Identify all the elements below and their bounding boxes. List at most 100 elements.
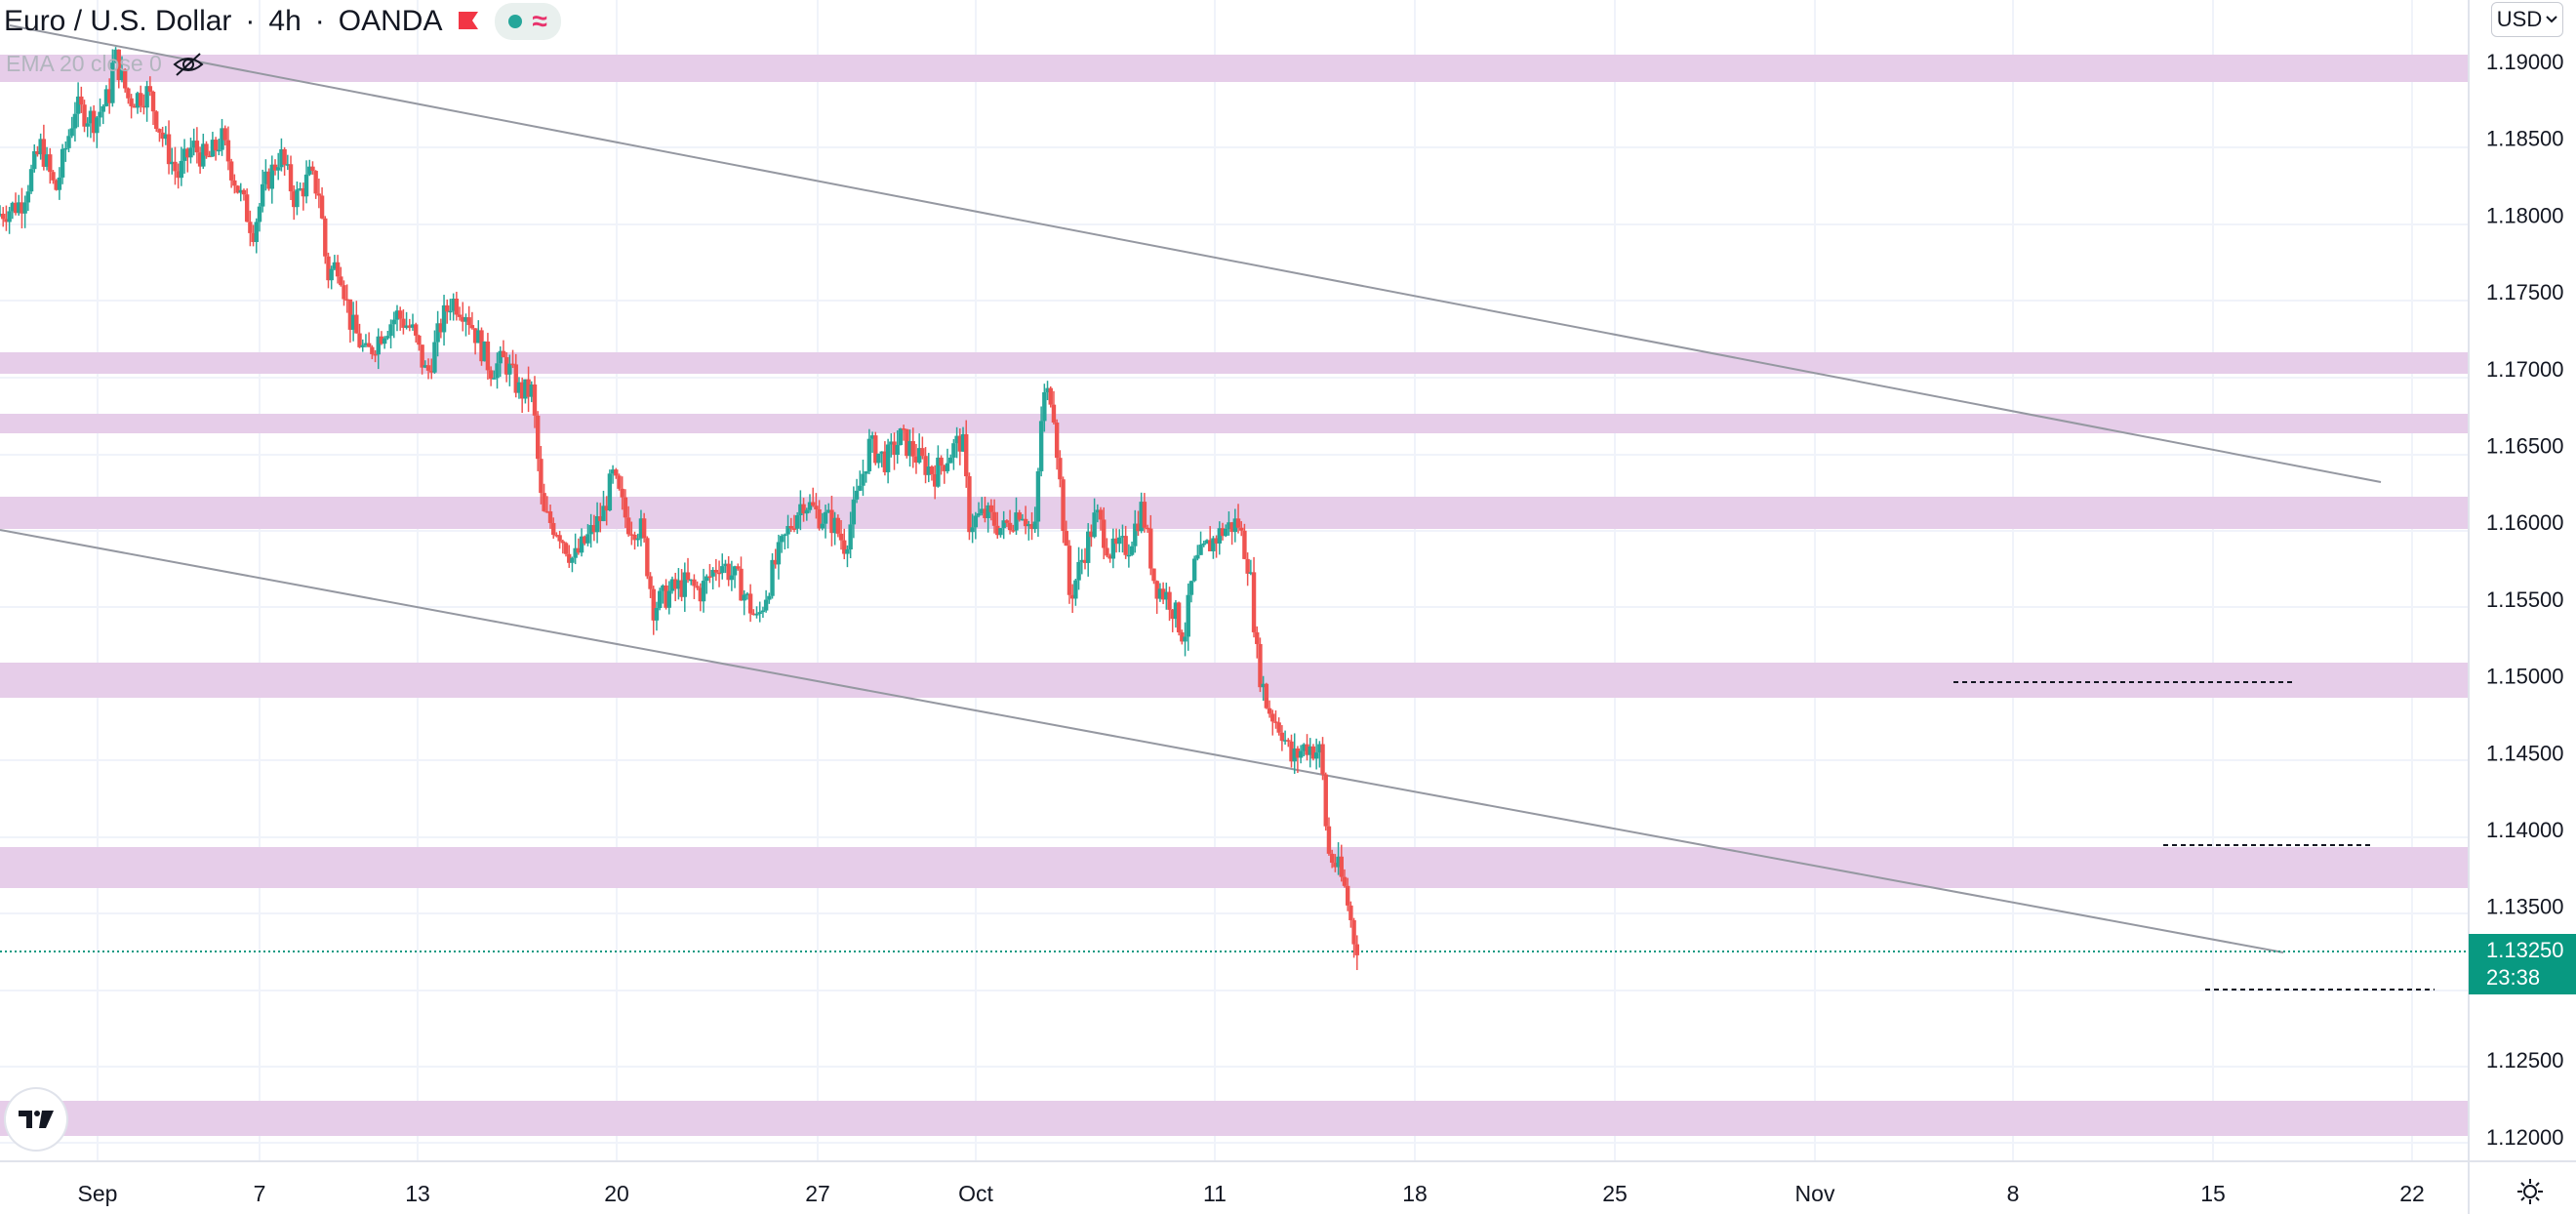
interval-label[interactable]: 4h	[268, 5, 302, 37]
candle-down	[501, 350, 506, 358]
candle-down	[1270, 713, 1275, 722]
candle-up	[1035, 470, 1041, 522]
candle-down	[1167, 591, 1172, 610]
candle-up	[767, 595, 772, 600]
candle-down	[923, 456, 928, 475]
candle-up	[570, 557, 575, 563]
candle-down	[79, 96, 84, 105]
indicator-legend[interactable]: EMA 20 close 0	[6, 51, 205, 77]
candle-down	[91, 110, 97, 134]
candle-down	[547, 510, 553, 523]
candle-up	[529, 384, 534, 397]
candle-up	[1173, 602, 1179, 620]
trend-channel[interactable]	[0, 24, 2382, 953]
candle-up	[1217, 528, 1222, 544]
zone-7	[0, 1101, 2469, 1136]
candle-down	[623, 497, 628, 518]
eye-hidden-icon[interactable]	[172, 52, 205, 77]
candle-down	[1354, 944, 1359, 955]
candle-down	[466, 317, 471, 326]
candle-up	[404, 325, 409, 328]
candle-down	[35, 150, 40, 155]
candle-down	[801, 504, 806, 514]
time-tick-label: Nov	[1795, 1181, 1835, 1206]
candle-up	[98, 111, 102, 118]
candle-down	[513, 364, 518, 393]
candle-up	[516, 382, 522, 393]
candle-up	[594, 515, 600, 533]
candle-down	[173, 161, 178, 172]
candle-down	[1267, 708, 1272, 714]
candle-down	[228, 161, 234, 181]
candle-down	[503, 357, 509, 375]
candle-up	[135, 93, 141, 108]
broker-label[interactable]: OANDA	[338, 5, 443, 37]
candle-up	[729, 575, 735, 581]
currency-button[interactable]: USD	[2491, 2, 2563, 37]
market-status-pill[interactable]: ≈	[495, 3, 561, 40]
candle-up	[210, 140, 216, 157]
candle-down	[20, 202, 24, 214]
price-tick-label: 1.18500	[2486, 127, 2564, 151]
candle-down	[1148, 528, 1153, 569]
candle-down	[232, 180, 237, 186]
candle-down	[995, 525, 1000, 536]
tradingview-logo-icon[interactable]	[6, 1089, 66, 1150]
candle-up	[845, 549, 850, 554]
candle-down	[1069, 594, 1075, 599]
candle-up	[385, 336, 390, 339]
candle-up	[742, 594, 746, 601]
candle-down	[988, 505, 994, 512]
candle-down	[1145, 527, 1150, 530]
candle-down	[695, 586, 700, 588]
candle-up	[1076, 561, 1081, 581]
time-tick-label: 22	[2399, 1181, 2425, 1206]
candle-down	[1273, 721, 1278, 723]
candle-down	[713, 569, 719, 573]
candle-down	[1107, 555, 1112, 559]
candle-up	[329, 268, 334, 281]
candle-down	[342, 285, 346, 300]
flag-icon[interactable]	[456, 10, 481, 33]
candle-down	[1113, 538, 1119, 545]
candle-up	[1164, 591, 1169, 600]
time-tick-label: 18	[1402, 1181, 1428, 1206]
candle-up	[263, 171, 268, 184]
candle-down	[598, 515, 603, 522]
candle-down	[1048, 387, 1053, 405]
candle-up	[448, 310, 453, 313]
candle-down	[1242, 530, 1247, 559]
price-axis[interactable]: 1.19000 1.18500 1.18000 1.17500 1.17000 1.165…	[2486, 50, 2564, 1150]
sr-zones[interactable]	[0, 55, 2469, 1136]
candle-up	[1261, 683, 1266, 688]
time-axis[interactable]: Sep 7 13 20 27 Oct 11 18 25 Nov 8 15 22	[78, 1181, 2425, 1206]
upper-trendline	[9, 24, 2382, 483]
candle-down	[629, 534, 634, 536]
price-tick-label: 1.19000	[2486, 50, 2564, 74]
candle-down	[194, 141, 200, 153]
candle-down	[1323, 774, 1328, 827]
settings-icon[interactable]	[2516, 1177, 2545, 1206]
candle-up	[181, 148, 187, 161]
candle-down	[557, 535, 562, 542]
candle-down	[829, 509, 834, 534]
candle-down	[1295, 748, 1301, 758]
price-tick-label: 1.13500	[2486, 895, 2564, 919]
candle-down	[407, 325, 413, 328]
candle-down	[939, 457, 944, 466]
symbol-name[interactable]: Euro / U.S. Dollar	[4, 5, 232, 37]
candle-up	[1188, 581, 1194, 595]
dashed-levels[interactable]	[1953, 681, 2435, 991]
candle-up	[869, 435, 875, 439]
candle-up	[907, 441, 912, 457]
candle-down	[354, 314, 359, 334]
candle-down	[679, 580, 684, 597]
candle-up	[1045, 387, 1050, 392]
candle-down	[54, 180, 59, 190]
candle-down	[1245, 558, 1250, 574]
candle-up	[669, 579, 675, 591]
zone-5	[0, 663, 2469, 698]
candle-down	[1235, 518, 1241, 528]
candle-down	[429, 370, 434, 373]
